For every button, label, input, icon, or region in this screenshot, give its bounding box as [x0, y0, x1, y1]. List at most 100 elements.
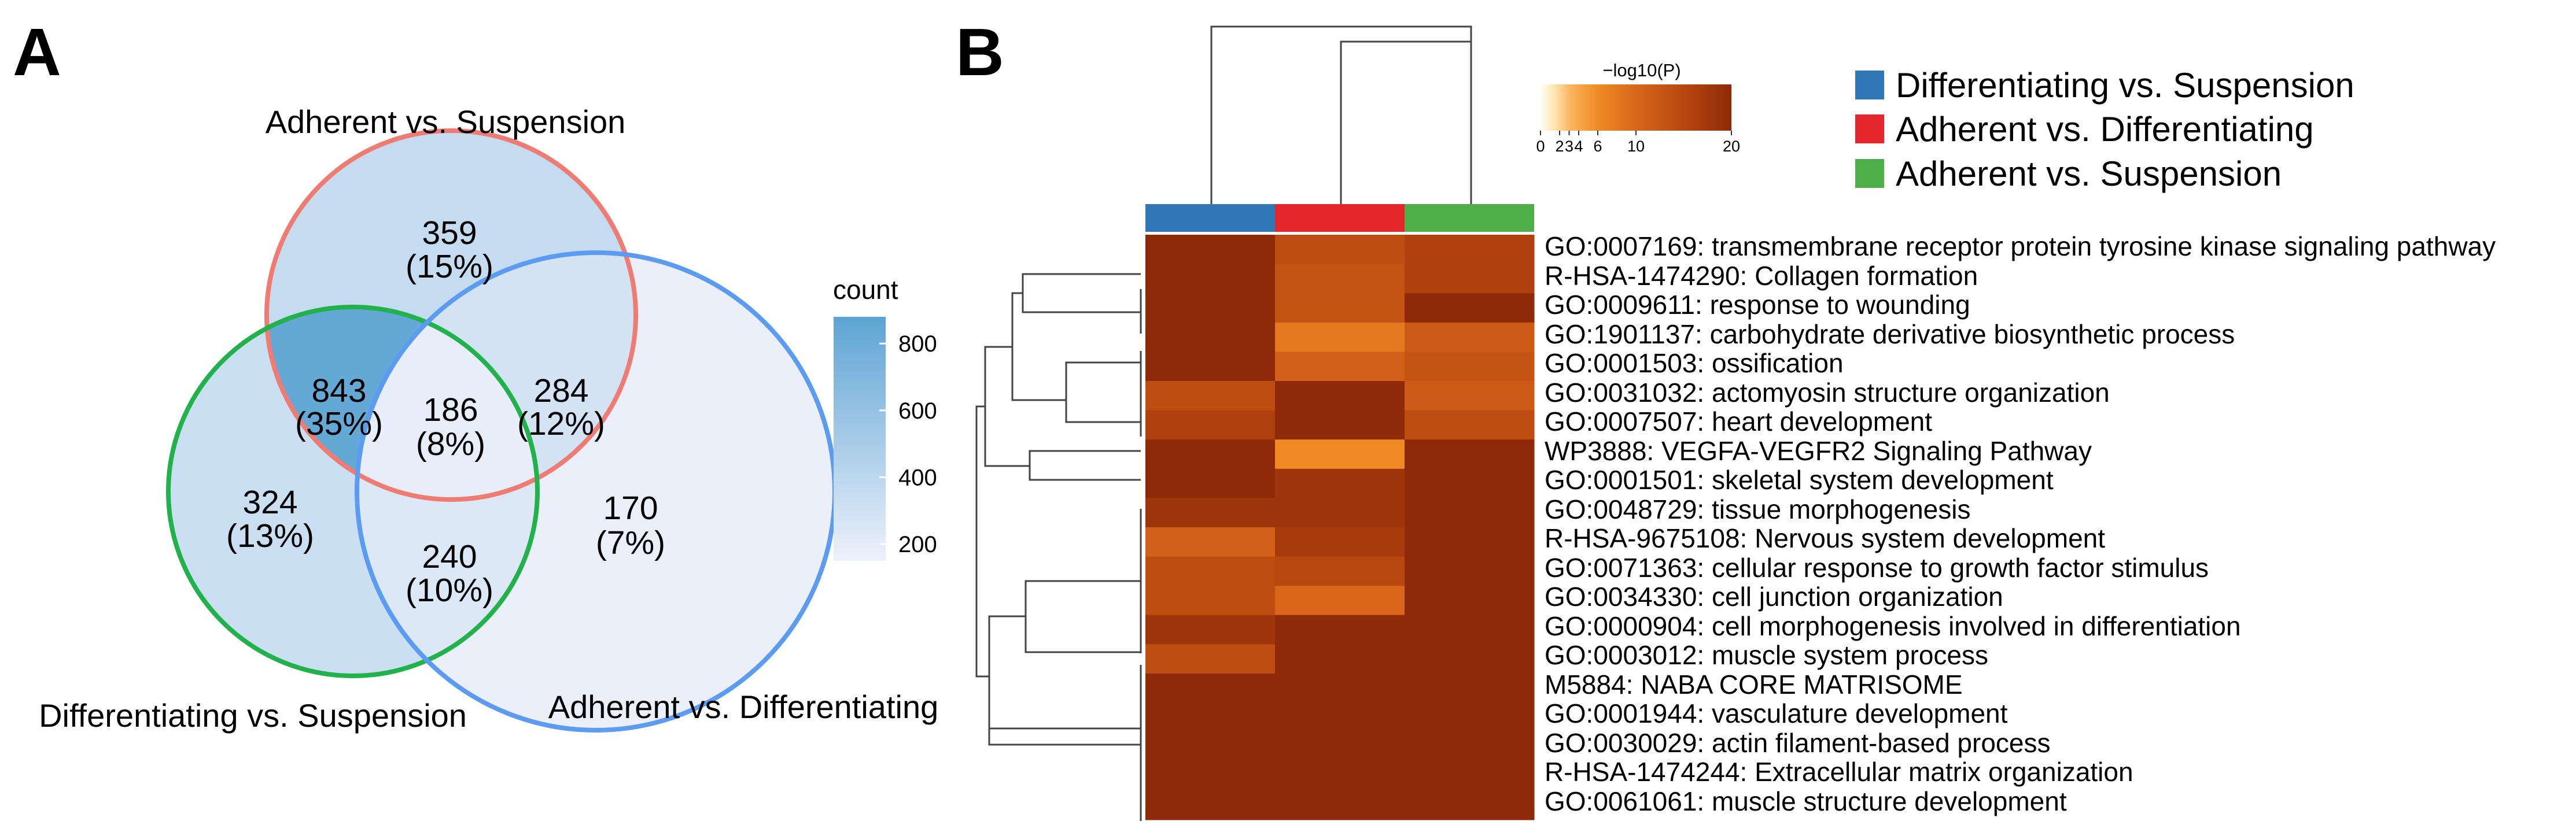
venn-pct-d-ad: (10%): [406, 572, 493, 609]
row-label: GO:0000904: cell morphogenesis involved …: [1545, 611, 2241, 641]
row-label: WP3888: VEGFA-VEGFR2 Signaling Pathway: [1545, 436, 2092, 466]
legend-swatch-adherent-suspension: [1855, 159, 1884, 188]
heatmap-cell: [1405, 352, 1535, 382]
column-dendrogram-branch: [1210, 25, 1472, 204]
venn-count-a-d: 843: [311, 372, 366, 409]
panel-b-label: B: [956, 14, 1004, 90]
heatmap-cell: [1145, 235, 1276, 265]
row-label: GO:0034330: cell junction organization: [1545, 582, 2003, 612]
venn-pct-a-only: (15%): [406, 248, 493, 285]
count-tick-label: 400: [898, 465, 937, 490]
heatmap-cell: [1275, 790, 1405, 820]
colorbar-tick-label: 2: [1555, 138, 1564, 155]
heatmap-cell: [1405, 264, 1535, 294]
venn-circle-differentiating-suspension: [166, 305, 540, 678]
heatmap-cell: [1405, 556, 1535, 586]
heatmap-cell: [1145, 381, 1276, 411]
row-label: R-HSA-1474290: Collagen formation: [1545, 261, 1978, 291]
row-dendrogram-branch: [988, 615, 1026, 737]
heatmap-cell: [1405, 381, 1535, 411]
venn-count-a-d-ad: 186: [423, 391, 478, 428]
count-tick-label: 600: [898, 398, 937, 424]
row-label: GO:0071363: cellular response to growth …: [1545, 553, 2209, 583]
heatmap-cell: [1145, 264, 1276, 294]
heatmap-cell: [1405, 702, 1535, 733]
colorbar-tick-label: 6: [1593, 138, 1602, 155]
venn-circle-adherent-suspension: [264, 128, 638, 502]
count-tick-label: 200: [898, 532, 937, 557]
count-legend-title: count: [833, 275, 898, 305]
heatmap-cell: [1145, 644, 1276, 674]
row-dendrogram-branch: [988, 665, 1142, 821]
heatmap-cell: [1275, 322, 1405, 352]
heatmap-cell: [1275, 264, 1405, 294]
heatmap-cell: [1145, 498, 1276, 528]
set-label-adherent-differentiating: Adherent vs. Differentiating: [548, 689, 938, 725]
heatmap-cell: [1275, 293, 1405, 323]
row-dendrogram-branch: [975, 405, 989, 678]
colorbar-ticks: 0 2 3 4 6 10 20: [1536, 131, 1740, 155]
heatmap-cell: [1145, 586, 1276, 616]
set-label-differentiating-suspension: Differentiating vs. Suspension: [39, 697, 467, 734]
column-annotation-differentiating-suspension: [1145, 204, 1275, 232]
heatmap-cell: [1275, 410, 1405, 440]
heatmap-cell: [1405, 644, 1535, 674]
venn-diagram: Adherent vs. Suspension Differentiating …: [39, 103, 938, 734]
heatmap-cell: [1275, 352, 1405, 382]
row-label: R-HSA-9675108: Nervous system developmen…: [1545, 523, 2105, 553]
venn-count-ad-only: 170: [603, 490, 658, 527]
heatmap-cell: [1145, 615, 1276, 645]
heatmap-cell: [1405, 235, 1535, 265]
row-dendrogram-branch: [1029, 450, 1141, 481]
venn-count-a-ad: 284: [533, 372, 588, 409]
heatmap-cell: [1275, 732, 1405, 762]
legend-swatch-adherent-differentiating: [1855, 114, 1884, 143]
heatmap-cell: [1145, 439, 1276, 469]
heatmap-cell: [1405, 439, 1535, 469]
row-dendrogram-branch: [1065, 351, 1142, 437]
legend-label-adherent-suspension: Adherent vs. Suspension: [1896, 154, 2282, 193]
venn-pct-a-d-ad: (8%): [416, 426, 485, 463]
heatmap-cell: [1145, 790, 1276, 820]
row-dendrogram-branch: [1024, 509, 1142, 653]
heatmap-cell: [1145, 410, 1276, 440]
row-label: GO:1901137: carbohydrate derivative bios…: [1545, 319, 2235, 349]
heatmap-cell: [1405, 410, 1535, 440]
heatmap-cell: [1145, 352, 1276, 382]
heatmap-cell: [1405, 322, 1535, 352]
column-annotation-adherent-differentiating: [1275, 204, 1405, 232]
heatmap-cell: [1145, 556, 1276, 586]
venn-pct-d-only: (13%): [226, 517, 314, 554]
venn-pct-ad-only: (7%): [596, 524, 665, 561]
row-label: GO:0001944: vasculature development: [1545, 698, 2008, 728]
heatmap-cell: [1145, 732, 1276, 762]
row-label: GO:0007507: heart development: [1545, 406, 1932, 437]
count-legend-bar: [834, 317, 886, 561]
row-label: GO:0001501: skeletal system development: [1545, 465, 2054, 495]
heatmap-cell: [1145, 468, 1276, 498]
venn-count-d-only: 324: [242, 484, 297, 521]
row-label: GO:0061061: muscle structure development: [1545, 786, 2067, 816]
colorbar-title: −log10(P): [1602, 60, 1681, 80]
pvalue-colorbar: −log10(P) 0 2 3 4 6 10 20: [1536, 60, 1740, 155]
legend-swatch-differentiating-suspension: [1855, 71, 1884, 99]
heatmap-cell: [1405, 790, 1535, 820]
column-legend: Differentiating vs. Suspension Adherent …: [1855, 66, 2354, 193]
set-label-adherent-suspension: Adherent vs. Suspension: [266, 103, 626, 140]
heatmap-cell: [1275, 439, 1405, 469]
heatmap-cell: [1275, 586, 1405, 616]
venn-count-d-ad: 240: [422, 538, 477, 575]
heatmap-cell: [1145, 761, 1276, 791]
heatmap-cell: [1405, 293, 1535, 323]
heatmap-cell: [1405, 527, 1535, 557]
heatmap-cell: [1275, 468, 1405, 498]
heatmap-cell: [1405, 732, 1535, 762]
heatmap-cell: [1145, 527, 1276, 557]
row-dendrogram-branch: [1011, 292, 1066, 401]
row-label: R-HSA-1474244: Extracellular matrix orga…: [1545, 757, 2133, 787]
heatmap-cell: [1145, 702, 1276, 733]
row-label: GO:0009611: response to wounding: [1545, 290, 1970, 320]
row-dendrogram-branch: [984, 346, 1030, 467]
heatmap-cell: [1405, 586, 1535, 616]
panel-a-label: A: [13, 14, 61, 90]
